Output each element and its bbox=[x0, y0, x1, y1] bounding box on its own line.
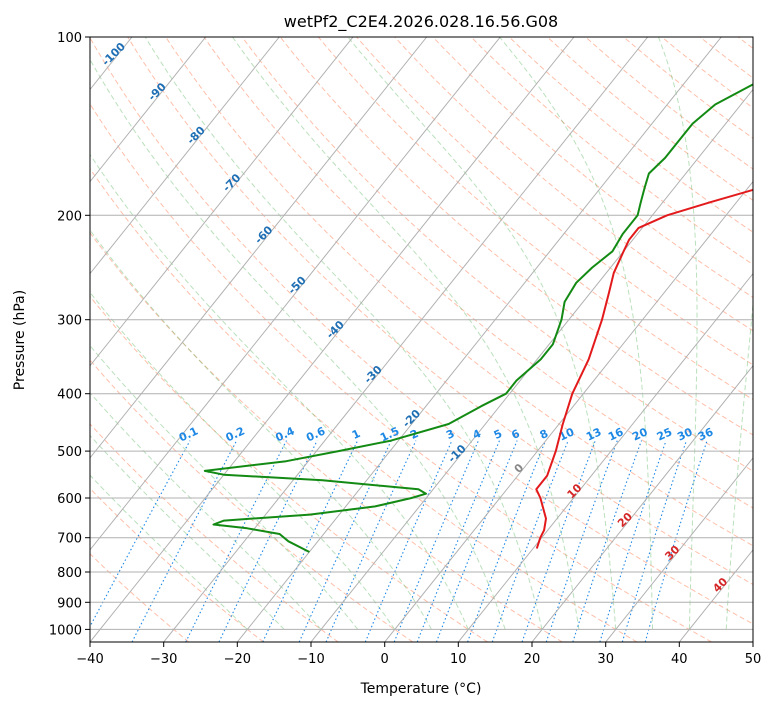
x-tick-label: −20 bbox=[224, 652, 251, 667]
dewpoint-profile-line bbox=[203, 83, 753, 553]
moist-adiabat bbox=[499, 37, 653, 630]
mixing-ratio-label: 13 bbox=[584, 425, 603, 443]
mixing-ratio-line bbox=[298, 440, 392, 642]
dry-adiabat bbox=[241, 37, 753, 472]
plot-area bbox=[90, 37, 753, 642]
y-axis-label: Pressure (hPa) bbox=[12, 290, 28, 390]
mixing-ratio-label: 30 bbox=[675, 425, 695, 443]
y-tick-label: 1000 bbox=[49, 623, 82, 638]
isotherm bbox=[90, 37, 428, 459]
y-tick-label: 600 bbox=[57, 492, 82, 507]
moist-adiabat bbox=[232, 37, 580, 630]
x-tick-label: 30 bbox=[597, 652, 614, 667]
mixing-ratio-line bbox=[621, 440, 687, 642]
x-tick-label: 40 bbox=[671, 652, 688, 667]
mixing-ratio-label: 25 bbox=[655, 425, 674, 443]
dry-adiabat bbox=[90, 103, 712, 642]
moist-adiabat bbox=[347, 37, 617, 630]
mixing-ratio-line bbox=[185, 440, 287, 642]
dry-adiabat bbox=[90, 487, 264, 642]
x-tick-label: 0 bbox=[381, 652, 389, 667]
x-tick-label: −10 bbox=[297, 652, 324, 667]
profiles bbox=[203, 83, 753, 553]
moist-adiabat bbox=[90, 229, 432, 630]
moist-adiabat bbox=[90, 344, 359, 630]
isotherm bbox=[90, 37, 207, 183]
background-lines bbox=[90, 37, 753, 642]
x-tick-label: 50 bbox=[745, 652, 762, 667]
x-tick-label: 10 bbox=[450, 652, 467, 667]
moist-adiabat bbox=[90, 291, 396, 630]
x-axis-label: Temperature (°C) bbox=[360, 681, 482, 697]
isotherm bbox=[90, 37, 501, 551]
y-tick-label: 300 bbox=[57, 314, 82, 329]
mixing-ratio-line bbox=[521, 440, 596, 642]
axes: −40 −30 −20 −10 0 10 20 30 40 50 100 200 300 400 500 60… bbox=[49, 31, 761, 667]
mixing-ratio-line bbox=[644, 440, 708, 642]
mixing-ratio-line bbox=[599, 440, 667, 642]
mixing-ratio-line bbox=[218, 440, 318, 642]
isotherm bbox=[236, 37, 722, 642]
plot-frame bbox=[89, 36, 754, 643]
dry-adiabat bbox=[432, 37, 753, 298]
mixing-ratio-line bbox=[491, 440, 569, 642]
temperature-profile-line bbox=[535, 188, 753, 549]
isotherm bbox=[90, 37, 280, 275]
x-tick-label: −30 bbox=[150, 652, 177, 667]
y-tick-label: 100 bbox=[57, 31, 82, 46]
y-tick-label: 500 bbox=[57, 445, 82, 460]
x-tick-label: −40 bbox=[76, 652, 103, 667]
mixing-ratio-label: 36 bbox=[696, 425, 716, 443]
dry-adiabat bbox=[90, 423, 339, 642]
dry-adiabat bbox=[203, 37, 753, 509]
y-tick-label: 200 bbox=[57, 209, 82, 224]
moist-adiabat bbox=[144, 37, 543, 630]
mixing-ratio-line bbox=[90, 440, 191, 628]
x-tick-label: 20 bbox=[524, 652, 541, 667]
moist-adiabat bbox=[90, 58, 506, 630]
chart-title: wetPf2_C2E4.2026.028.16.56.G08 bbox=[284, 12, 558, 32]
dry-adiabat bbox=[356, 37, 753, 366]
moist-adiabat bbox=[658, 37, 698, 630]
dry-adiabat bbox=[90, 553, 190, 642]
dry-adiabat bbox=[90, 37, 753, 625]
isotherm bbox=[90, 37, 575, 642]
dry-adiabat bbox=[90, 295, 488, 642]
mixing-ratio-line bbox=[393, 440, 479, 642]
isotherm bbox=[531, 364, 753, 642]
mixing-ratio-label: 16 bbox=[606, 425, 626, 443]
mixing-ratio-line bbox=[545, 440, 618, 642]
isotherm bbox=[384, 180, 753, 642]
isotherm bbox=[605, 457, 753, 642]
moist-adiabat bbox=[90, 434, 285, 630]
dry-adiabat bbox=[394, 37, 753, 332]
mixing-ratio-label: 20 bbox=[630, 425, 650, 443]
y-tick-label: 400 bbox=[57, 388, 82, 403]
dry-adiabat bbox=[279, 37, 753, 436]
isotherm bbox=[310, 88, 753, 642]
y-tick-label: 800 bbox=[57, 566, 82, 581]
y-tick-label: 700 bbox=[57, 532, 82, 547]
y-tick-label: 900 bbox=[57, 596, 82, 611]
isotherm bbox=[163, 37, 649, 642]
mixing-ratio-line bbox=[364, 440, 453, 642]
moist-adiabat bbox=[725, 299, 753, 630]
moist-adiabat bbox=[90, 392, 322, 630]
isotherm bbox=[90, 37, 354, 367]
